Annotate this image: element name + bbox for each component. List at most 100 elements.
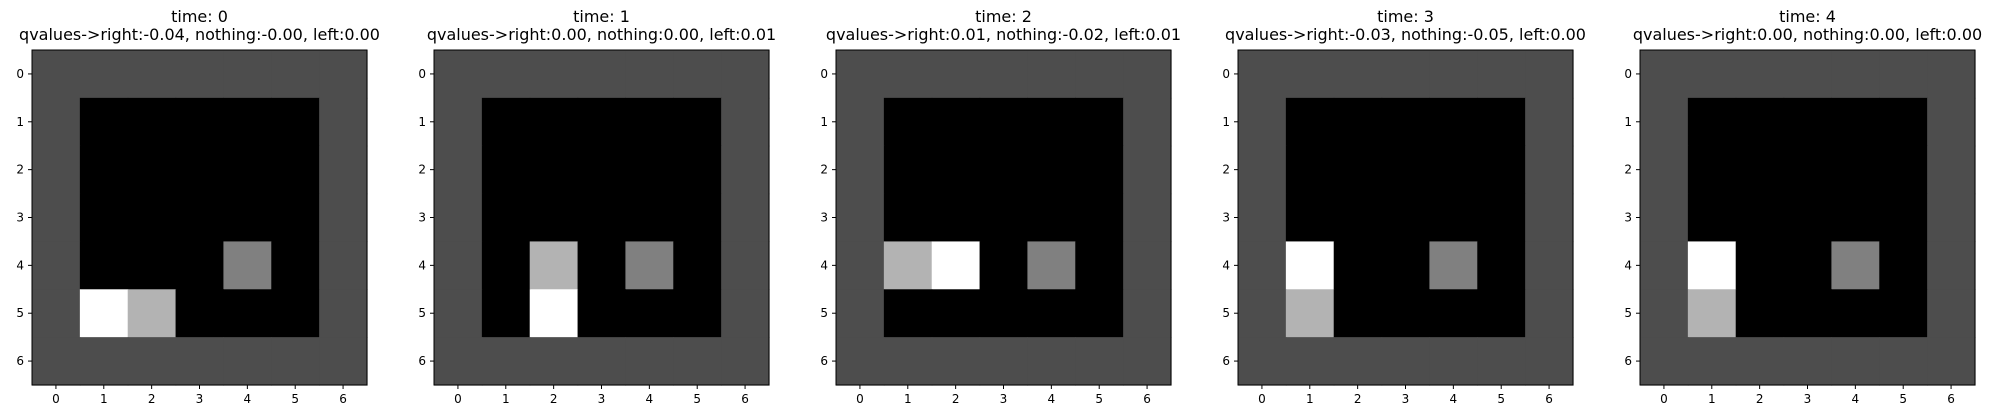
grid-cell [673,97,722,147]
y-tick-label: 6 [418,354,426,368]
grid-cell [1735,145,1785,195]
grid-cell [625,145,674,195]
grid-cell [319,289,368,338]
grid-cell [883,97,933,147]
grid-cell [721,289,770,338]
grid-cell [1238,289,1287,338]
grid-cell [979,337,1029,386]
grid-cell [175,241,225,290]
grid-cell [721,145,770,195]
grid-cell [979,289,1029,338]
grid-cell [434,289,483,338]
grid-cell [223,193,272,243]
grid-cell [673,241,722,290]
grid-cell [529,145,579,195]
x-tick-label: 5 [1899,392,1907,406]
grid-cell [1477,337,1526,386]
grid-cell [577,145,627,195]
grid-cell [1783,241,1833,290]
grid-cell [1525,193,1574,243]
grid-cell [577,193,627,243]
x-tick-label: 6 [339,392,347,406]
grid-cell [1238,50,1287,99]
grid-cell [1640,50,1689,99]
grid-cell [979,145,1029,195]
grid-cell [1381,145,1431,195]
grid-cell [1381,97,1431,147]
grid-cell [883,145,933,195]
panel-title-line: qvalues->right:0.00, nothing:0.00, left:… [427,25,776,44]
grid-cell [931,289,981,338]
grid-cell [673,193,722,243]
x-tick-label: 4 [1450,392,1458,406]
grid-cell [1927,97,1976,147]
grid-cell [1927,289,1976,338]
grid-cell [1333,241,1383,290]
grid-cell [1927,241,1976,290]
x-tick-label: 3 [1402,392,1410,406]
grid-cell [434,50,483,99]
grid-cell [271,337,320,386]
grid-cell [1027,50,1076,99]
grid-cell [836,289,885,338]
grid-cell [1333,145,1383,195]
grid-cell [577,97,627,147]
grid-cell [721,97,770,147]
x-tick-label: 0 [454,392,462,406]
grid-cell [32,289,81,338]
grid-cell [625,50,674,99]
grid-cell [127,50,177,99]
grid-cell [625,337,674,386]
panel-title-line: time: 4 [1779,7,1836,26]
y-tick-label: 4 [16,258,24,272]
grid-cell [1333,193,1383,243]
grid-cell [1123,193,1172,243]
grid-cell [1075,97,1124,147]
grid-cell [127,289,177,338]
x-tick-label: 4 [1048,392,1056,406]
grid-cell [931,97,981,147]
x-tick-label: 6 [741,392,749,406]
grid-cell [319,145,368,195]
grid-cell [1831,97,1880,147]
grid-cell [577,289,627,338]
y-tick-label: 1 [1624,115,1632,129]
y-tick-label: 5 [1624,306,1632,320]
y-tick-label: 4 [1624,258,1632,272]
y-tick-label: 5 [820,306,828,320]
grid-cell [1285,145,1335,195]
grid-cell [271,97,320,147]
grid-cell [32,193,81,243]
y-tick-label: 3 [418,211,426,225]
grid-cell [673,50,722,99]
grid-cell [1783,97,1833,147]
grid-cell [1429,289,1478,338]
grid-cell [223,50,272,99]
x-tick-label: 5 [291,392,299,406]
grid-cell [979,193,1029,243]
y-tick-label: 1 [820,115,828,129]
y-tick-label: 1 [16,115,24,129]
grid-cell [1831,289,1880,338]
x-tick-label: 1 [502,392,510,406]
grid-cell [625,241,674,290]
grid-cell [32,337,81,386]
grid-cell [529,50,579,99]
grid-cell [1735,289,1785,338]
grid-cell [1238,97,1287,147]
grid-cell [1879,337,1928,386]
x-tick-label: 4 [244,392,252,406]
grid-cell [1027,145,1076,195]
grid-cell [1238,337,1287,386]
grid-cell [577,241,627,290]
x-tick-label: 0 [1660,392,1668,406]
grid-cell [1879,50,1928,99]
grid-cell [1381,289,1431,338]
x-tick-label: 5 [693,392,701,406]
grid-cell [1525,289,1574,338]
x-tick-label: 0 [52,392,60,406]
grid-cell [1123,289,1172,338]
grid-cell [1333,50,1383,99]
